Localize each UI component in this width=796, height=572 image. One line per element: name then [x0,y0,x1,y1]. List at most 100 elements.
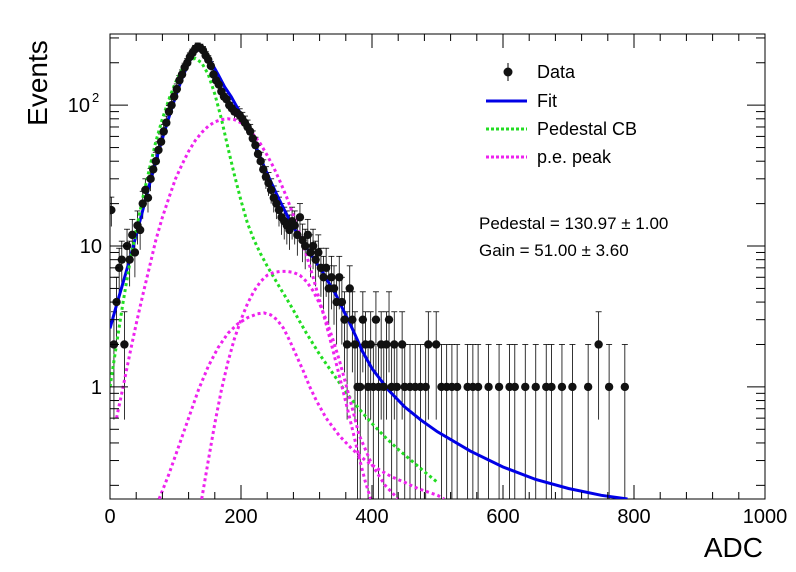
series-fit [110,47,628,499]
data-point [358,315,368,324]
data-point [342,340,352,349]
data-point [594,340,603,349]
data-point [120,340,129,349]
data-point [306,248,315,257]
x-tick-label: 600 [486,506,519,528]
data-point [319,273,328,282]
data-point [295,213,305,222]
data-point [557,382,567,392]
data-point [162,118,171,127]
data-point [547,382,556,392]
data-point [159,127,168,136]
x-tick-label: 0 [104,506,115,528]
data-point [452,382,462,392]
data-point [164,107,174,116]
data-point [371,315,381,324]
data-point [251,140,260,150]
data-point [130,248,140,257]
legend-label-fit: Fit [537,91,557,111]
gain-annotation: Gain = 51.00 ± 3.60 [479,241,629,260]
data-point [114,263,124,273]
data-point [146,174,155,184]
y-tick-label: 10 [68,95,90,117]
data-point [314,248,323,257]
data-point [473,382,483,392]
data-point [392,382,402,392]
data-point [167,100,176,110]
x-tick-label: 800 [617,506,650,528]
data-point [214,80,223,89]
data-point [431,340,441,349]
data-point [290,221,299,230]
data-point [266,185,276,195]
data-point [583,382,593,392]
data-point [264,178,273,188]
data-point [169,92,179,101]
legend-label-pedestal-cb: Pedestal CB [537,119,637,139]
data-markers [110,42,630,392]
data-point [245,127,255,136]
data-point [329,284,339,293]
pedestal-annotation: Pedestal = 130.97 ± 1.00 [479,214,668,233]
data-point [293,230,302,240]
data-point [274,205,284,215]
data-point [321,263,331,273]
legend-marker-data [503,67,513,77]
data-point [424,340,433,349]
data-point [379,382,388,392]
data-point [521,382,530,392]
data-point [128,230,137,240]
data-point [384,315,394,324]
data-point [510,382,519,392]
data-point [248,134,257,143]
series-p-e-peak-1 [115,117,373,499]
data-point [143,193,153,202]
data-point [335,273,344,282]
x-tick-label: 400 [355,506,388,528]
data-point [117,255,126,264]
data-point [494,382,504,392]
data-point [156,137,166,146]
data-point [327,273,336,282]
data-point [356,382,365,392]
y-axis-label: Events [22,40,53,126]
data-point [421,382,430,392]
x-axis-label: ADC [704,532,763,563]
data-point [149,165,158,174]
data-point [311,255,320,264]
data-point [390,340,399,349]
data-point [206,61,216,71]
data-point [256,157,265,166]
series-p-e-peak-2 [200,269,400,499]
legend-label-data: Data [537,62,576,82]
data-point [110,205,116,215]
data-point [138,199,147,208]
error-bars [110,42,628,499]
y-tick-label: 1 [91,377,102,399]
data-point [151,157,161,166]
data-point [141,185,150,195]
legend: Data Fit Pedestal CB p.e. peak [486,62,637,167]
data-point [300,241,310,251]
data-point [154,145,163,155]
data-point [125,255,134,264]
data-point [303,230,313,240]
plot-frame [109,33,766,500]
data-point [348,315,357,324]
data-point [568,382,577,392]
data-point [350,340,360,349]
data-point [397,340,407,349]
x-tick-label: 1000 [743,506,788,528]
data-point [620,382,630,392]
y-tick-exponent: 2 [92,90,99,105]
curves [110,47,628,499]
data-point [345,284,354,293]
x-tick-label: 200 [224,506,257,528]
data-point [172,84,182,94]
data-point [366,340,375,349]
y-tick-label: 10 [80,236,102,258]
data-point [259,165,268,174]
data-point [253,149,263,159]
